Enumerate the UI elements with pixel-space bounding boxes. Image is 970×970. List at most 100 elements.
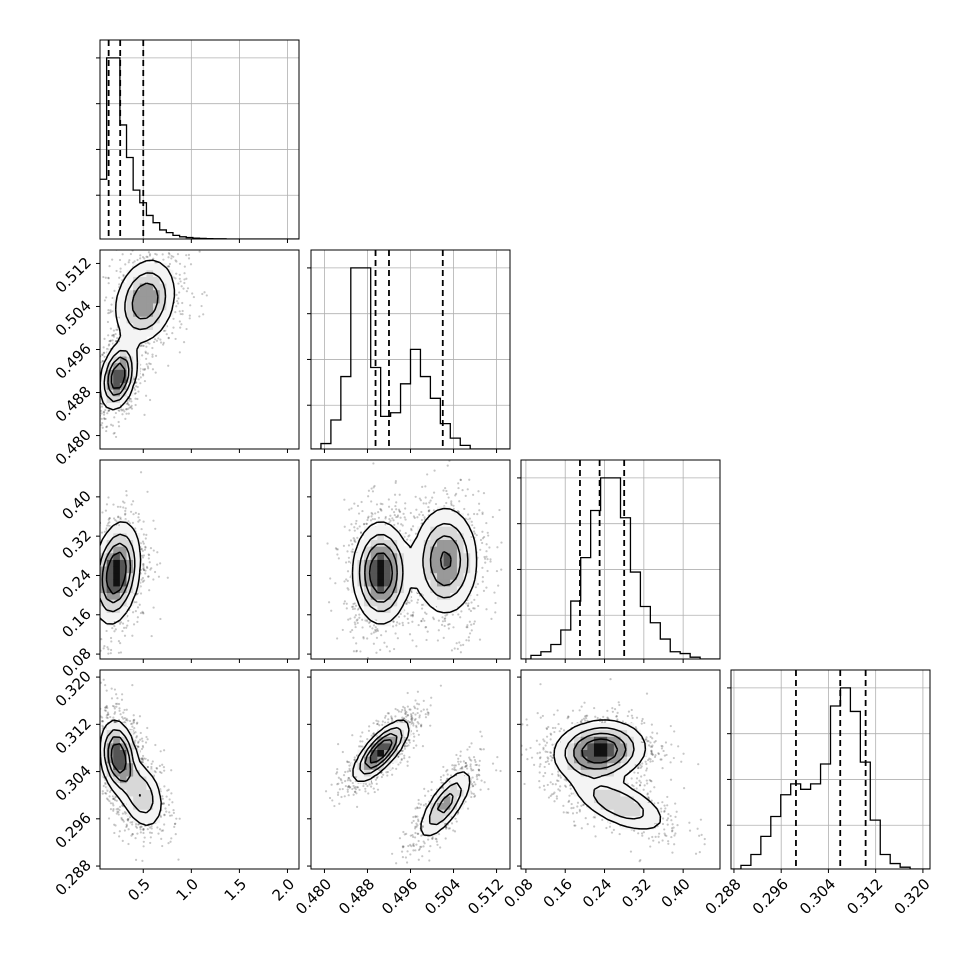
density-cell xyxy=(146,283,154,291)
density-cell xyxy=(126,329,134,337)
scatter-point xyxy=(100,417,103,420)
scatter-point xyxy=(494,601,497,605)
scatter-point xyxy=(91,358,93,360)
scatter-point xyxy=(373,517,377,521)
scatter-point xyxy=(467,636,470,639)
scatter-point xyxy=(459,616,462,619)
scatter-point xyxy=(128,259,131,262)
scatter-point xyxy=(92,590,94,592)
scatter-point xyxy=(97,753,99,755)
density-cell xyxy=(159,309,167,317)
scatter-point xyxy=(490,617,493,621)
scatter-point xyxy=(409,511,412,515)
density-cell xyxy=(106,546,114,554)
scatter-point xyxy=(185,277,188,280)
scatter-point xyxy=(142,564,145,568)
scatter-point xyxy=(118,707,121,710)
scatter-point xyxy=(472,622,475,625)
scatter-point xyxy=(179,232,181,234)
scatter-point xyxy=(467,604,470,608)
scatter-point xyxy=(141,344,144,347)
density-cell xyxy=(450,579,458,587)
density-cell xyxy=(113,376,121,384)
scatter-point xyxy=(150,634,153,638)
density-cell xyxy=(119,526,127,534)
scatter-point xyxy=(94,575,96,577)
scatter-point xyxy=(478,509,481,512)
scatter-point xyxy=(167,364,170,367)
density-cell xyxy=(119,296,127,304)
scatter-point xyxy=(127,407,130,410)
scatter-point xyxy=(460,610,463,613)
scatter-point xyxy=(118,835,121,838)
scatter-point xyxy=(105,452,107,454)
scatter-point xyxy=(174,259,177,262)
density-cell xyxy=(119,605,127,613)
density-cell xyxy=(133,329,141,337)
scatter-point xyxy=(408,601,411,604)
scatter-point xyxy=(481,512,484,516)
scatter-point xyxy=(101,720,104,723)
density-cell xyxy=(377,612,385,620)
density-cell xyxy=(133,579,141,587)
density-cell xyxy=(126,296,134,304)
scatter-point xyxy=(134,739,137,742)
scatter-point xyxy=(433,469,436,472)
scatter-point xyxy=(140,547,143,550)
density-cell xyxy=(463,539,471,547)
contour-lines xyxy=(100,521,142,625)
scatter-point xyxy=(473,532,477,535)
scatter-point xyxy=(176,252,180,256)
density-cell xyxy=(100,389,108,397)
density-cell xyxy=(390,546,398,554)
scatter-point xyxy=(137,516,140,519)
scatter-point xyxy=(142,757,146,760)
scatter-point xyxy=(95,564,97,566)
scatter-point xyxy=(94,389,96,391)
scatter-point xyxy=(133,392,137,395)
scatter-point xyxy=(493,591,496,594)
scatter-point xyxy=(358,613,361,616)
density-cell xyxy=(377,559,385,567)
scatter-point xyxy=(108,343,111,346)
density-cell xyxy=(153,283,161,291)
scatter-point xyxy=(151,353,154,356)
density-cell xyxy=(437,552,445,560)
scatter-point xyxy=(415,508,418,511)
scatter-point xyxy=(141,556,145,559)
density-cell xyxy=(126,342,134,350)
scatter-point xyxy=(118,622,122,625)
scatter-point xyxy=(86,566,88,568)
scatter-point xyxy=(122,273,125,277)
scatter-point xyxy=(353,616,356,619)
scatter-point xyxy=(142,566,145,570)
density-cell xyxy=(370,546,378,554)
density-fill xyxy=(100,263,174,410)
scatter-point xyxy=(446,492,449,496)
scatter-point xyxy=(351,551,355,554)
density-cell xyxy=(437,526,445,534)
scatter-point xyxy=(330,609,333,612)
density-cell xyxy=(106,572,114,580)
scatter-point xyxy=(349,630,352,633)
scatter-point xyxy=(116,505,120,508)
density-cell xyxy=(470,572,478,580)
scatter-point xyxy=(482,589,486,592)
scatter-point xyxy=(121,818,125,822)
scatter-point xyxy=(97,758,99,760)
scatter-point xyxy=(362,637,365,640)
density-cell xyxy=(390,532,398,540)
scatter-point xyxy=(459,478,462,482)
density-cell xyxy=(377,619,385,627)
scatter-point xyxy=(175,293,178,297)
scatter-point xyxy=(144,545,147,549)
scatter-point xyxy=(112,432,115,435)
scatter-point xyxy=(105,629,108,633)
density-cell xyxy=(377,526,385,534)
density-cell xyxy=(443,513,451,521)
scatter-point xyxy=(175,305,178,308)
scatter-point xyxy=(371,627,374,630)
scatter-point xyxy=(456,647,459,650)
scatter-point xyxy=(398,510,401,513)
scatter-point xyxy=(144,350,147,353)
